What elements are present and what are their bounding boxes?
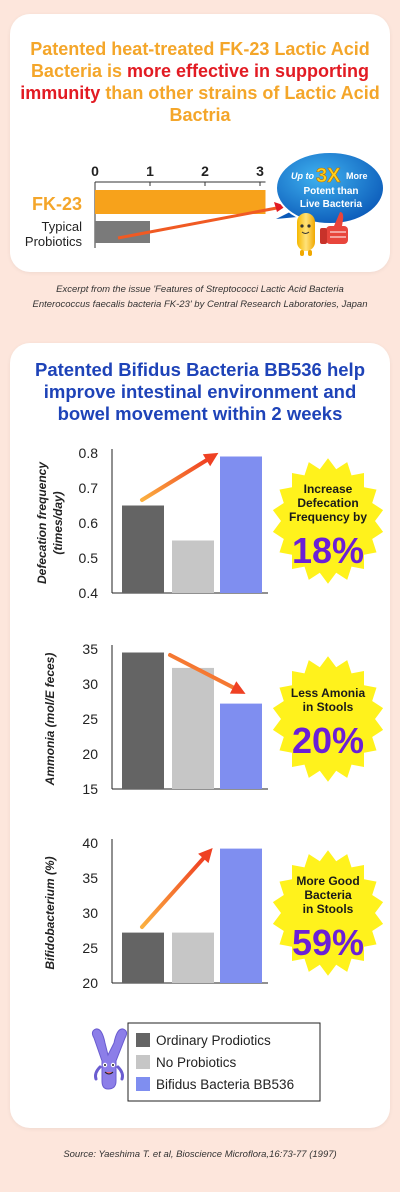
bifidus-charts: 0.4 0.5 0.6 0.7 0.8 Defecation frequency (time…: [35, 445, 384, 1102]
bar-ordinary: [122, 505, 164, 593]
y-tick-label: 20: [82, 746, 98, 762]
trend-arrow-head: [274, 202, 286, 212]
headline-line-1: Patented Bifidus Bacteria BB536 help: [34, 359, 365, 380]
headline-line-3: bowel movement within 2 weeks: [57, 403, 343, 424]
y-tick-label: 30: [82, 676, 98, 692]
bar-ordinary: [122, 932, 164, 983]
trend-arrow-line: [140, 458, 209, 502]
trend-arrow-head: [198, 848, 213, 864]
badge-line: in Stools: [303, 902, 354, 916]
legend: Ordinary Prodiotics No Probiotics Bifidus …: [127, 1022, 321, 1102]
chart-panel-3: 20 25 30 35 40 Bifidobacterium (%): [43, 835, 268, 991]
fk23-bars: [95, 190, 286, 243]
bar-fk23: [95, 190, 266, 214]
y-tick-label: 35: [82, 641, 98, 657]
immunity-caption: Excerpt from the issue 'Features of Stre…: [0, 282, 400, 312]
trend-arrow-line: [168, 653, 236, 690]
starburst-shape: [272, 458, 384, 584]
legend-swatch: [136, 1055, 150, 1069]
trend-arrow-head: [202, 452, 219, 467]
immunity-card: Patented heat-treated FK-23 Lactic Acid …: [10, 14, 390, 272]
legend-swatch: [136, 1077, 150, 1091]
bifidus-headline: Patented Bifidus Bacteria BB536 help imp…: [20, 359, 380, 425]
badge-line: Frequency by: [289, 510, 367, 524]
x-tick-label: 3: [256, 163, 264, 179]
y-tick-label: 0.5: [79, 550, 99, 566]
legend-label: No Probiotics: [156, 1055, 237, 1070]
legend-swatch: [136, 1033, 150, 1047]
bar-no-probiotics: [172, 540, 214, 593]
category-label-fk23: FK-23: [32, 194, 82, 214]
trend-arrow-line: [140, 856, 206, 929]
category-label-typical-line1: Typical: [42, 219, 83, 234]
badge-line: Bacteria: [304, 888, 352, 902]
legend-label: Ordinary Prodiotics: [156, 1033, 271, 1048]
legend-label: Bifidus Bacteria BB536: [156, 1077, 294, 1092]
y-tick-label: 35: [82, 870, 98, 886]
badge-percentage: 18%: [292, 530, 364, 571]
bar-no-probiotics: [172, 932, 214, 983]
x-tick-label: 0: [91, 163, 99, 179]
chart-panel-2: 15 20 25 30 35 Ammonia (mol/E feces): [43, 641, 268, 797]
badge-line3: Live Bacteria: [300, 199, 363, 210]
y-axis-title: Defecation frequency (times/day): [35, 461, 65, 584]
category-label-typical-line2: Probiotics: [25, 234, 83, 249]
bar-bb536: [220, 848, 262, 983]
badge-multiplier: 3X: [316, 165, 341, 187]
y-tick-label: 30: [82, 905, 98, 921]
y-tick-label: 20: [82, 975, 98, 991]
bar-bb536: [220, 703, 262, 789]
badge-line: Less Amonia: [291, 686, 366, 700]
bar-bb536: [220, 456, 262, 593]
badge-percentage: 20%: [292, 720, 364, 761]
thumbs-up-icon: [320, 212, 348, 244]
badge-line: Increase: [304, 482, 353, 496]
y-tick-label: 0.6: [79, 515, 99, 531]
badge-suffix: More: [346, 171, 368, 181]
capsule-mascot-icon: [297, 213, 315, 256]
y-tick-label: 0.8: [79, 445, 99, 461]
bifidus-card: Patented Bifidus Bacteria BB536 help imp…: [10, 343, 390, 1128]
y-tick-label: 25: [82, 711, 98, 727]
badge-line: More Good: [296, 874, 359, 888]
caption-line-1: Excerpt from the issue 'Features of Stre…: [56, 284, 344, 295]
bar-typical-probiotics: [95, 221, 150, 243]
headline-text-part1: Patented heat-treated FK-23 Lactic Acid …: [30, 39, 370, 81]
x-tick-label: 1: [146, 163, 154, 179]
y-axis-title: Ammonia (mol/E feces): [43, 653, 57, 787]
badge-prefix: Up to: [291, 171, 314, 181]
bifidus-mascot-icon: [91, 1028, 128, 1090]
y-tick-label: 25: [82, 940, 98, 956]
headline-text-part2: than other strains of Lactic Acid Bactri…: [100, 83, 380, 125]
badge-line: Defecation: [297, 496, 358, 510]
caption-line-2: Enterococcus faecalis bacteria FK-23' by…: [32, 299, 368, 310]
headline-highlight: more effective in supporting immunity: [20, 61, 370, 103]
bar-ordinary: [122, 652, 164, 789]
trend-arrow-line: [117, 205, 283, 240]
y-tick-label: 0.4: [79, 585, 99, 601]
bar-no-probiotics: [172, 667, 214, 789]
starburst-shape: [272, 850, 384, 976]
potency-badge: Up to 3X More Potent than Live Bacteria: [275, 151, 385, 256]
starburst-shape: [272, 656, 384, 782]
y-tick-label: 15: [82, 781, 98, 797]
badge-line: in Stools: [303, 700, 354, 714]
y-tick-label: 0.7: [79, 480, 99, 496]
badge-percentage: 59%: [292, 922, 364, 963]
chart-panel-1: 0.4 0.5 0.6 0.7 0.8 Defecation frequency (time…: [35, 445, 268, 601]
y-axis-title: Bifidobacterium (%): [43, 856, 57, 969]
immunity-headline: Patented heat-treated FK-23 Lactic Acid …: [20, 38, 380, 126]
source-caption: Source: Yaeshima T. et al, Bioscience Mi…: [63, 1149, 337, 1160]
y-tick-label: 40: [82, 835, 98, 851]
badge-line2: Potent than: [304, 186, 359, 197]
x-tick-label: 2: [201, 163, 209, 179]
headline-line-2: improve intestinal environment and: [43, 381, 357, 402]
trend-arrow-head: [229, 681, 246, 694]
